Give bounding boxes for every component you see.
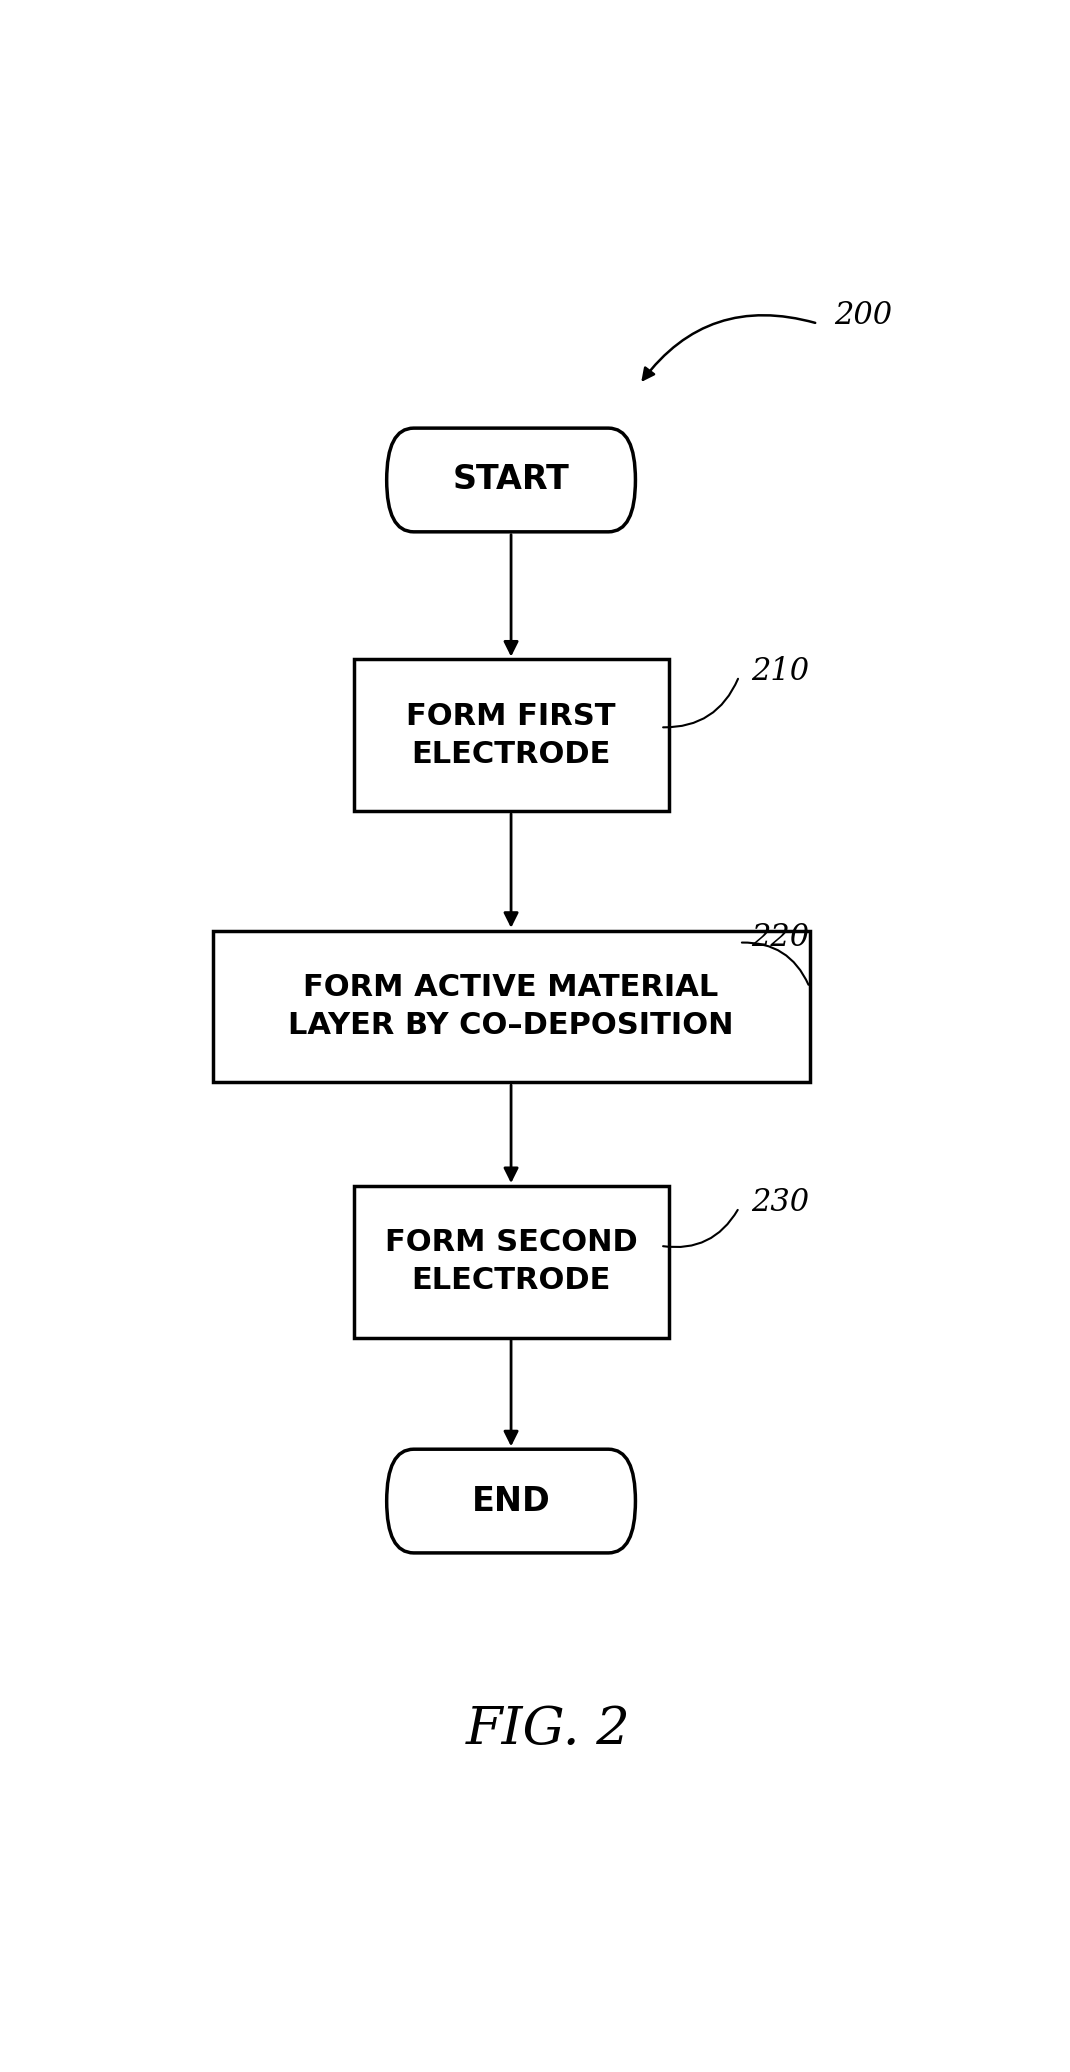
Text: FORM ACTIVE MATERIAL
LAYER BY CO–DEPOSITION: FORM ACTIVE MATERIAL LAYER BY CO–DEPOSIT… — [288, 974, 734, 1040]
Bar — [213, 930, 810, 1082]
Text: FORM FIRST
ELECTRODE: FORM FIRST ELECTRODE — [407, 702, 616, 769]
Bar — [353, 659, 669, 810]
Text: START: START — [453, 464, 569, 497]
Text: END: END — [472, 1484, 550, 1517]
Text: FORM SECOND
ELECTRODE: FORM SECOND ELECTRODE — [385, 1229, 638, 1295]
Text: 220: 220 — [751, 922, 810, 953]
Text: FIG. 2: FIG. 2 — [467, 1703, 630, 1755]
Text: 200: 200 — [835, 300, 892, 332]
FancyBboxPatch shape — [386, 1448, 636, 1552]
Bar — [353, 1185, 669, 1339]
Text: 210: 210 — [751, 657, 810, 688]
FancyBboxPatch shape — [386, 429, 636, 533]
Text: 230: 230 — [751, 1187, 810, 1218]
